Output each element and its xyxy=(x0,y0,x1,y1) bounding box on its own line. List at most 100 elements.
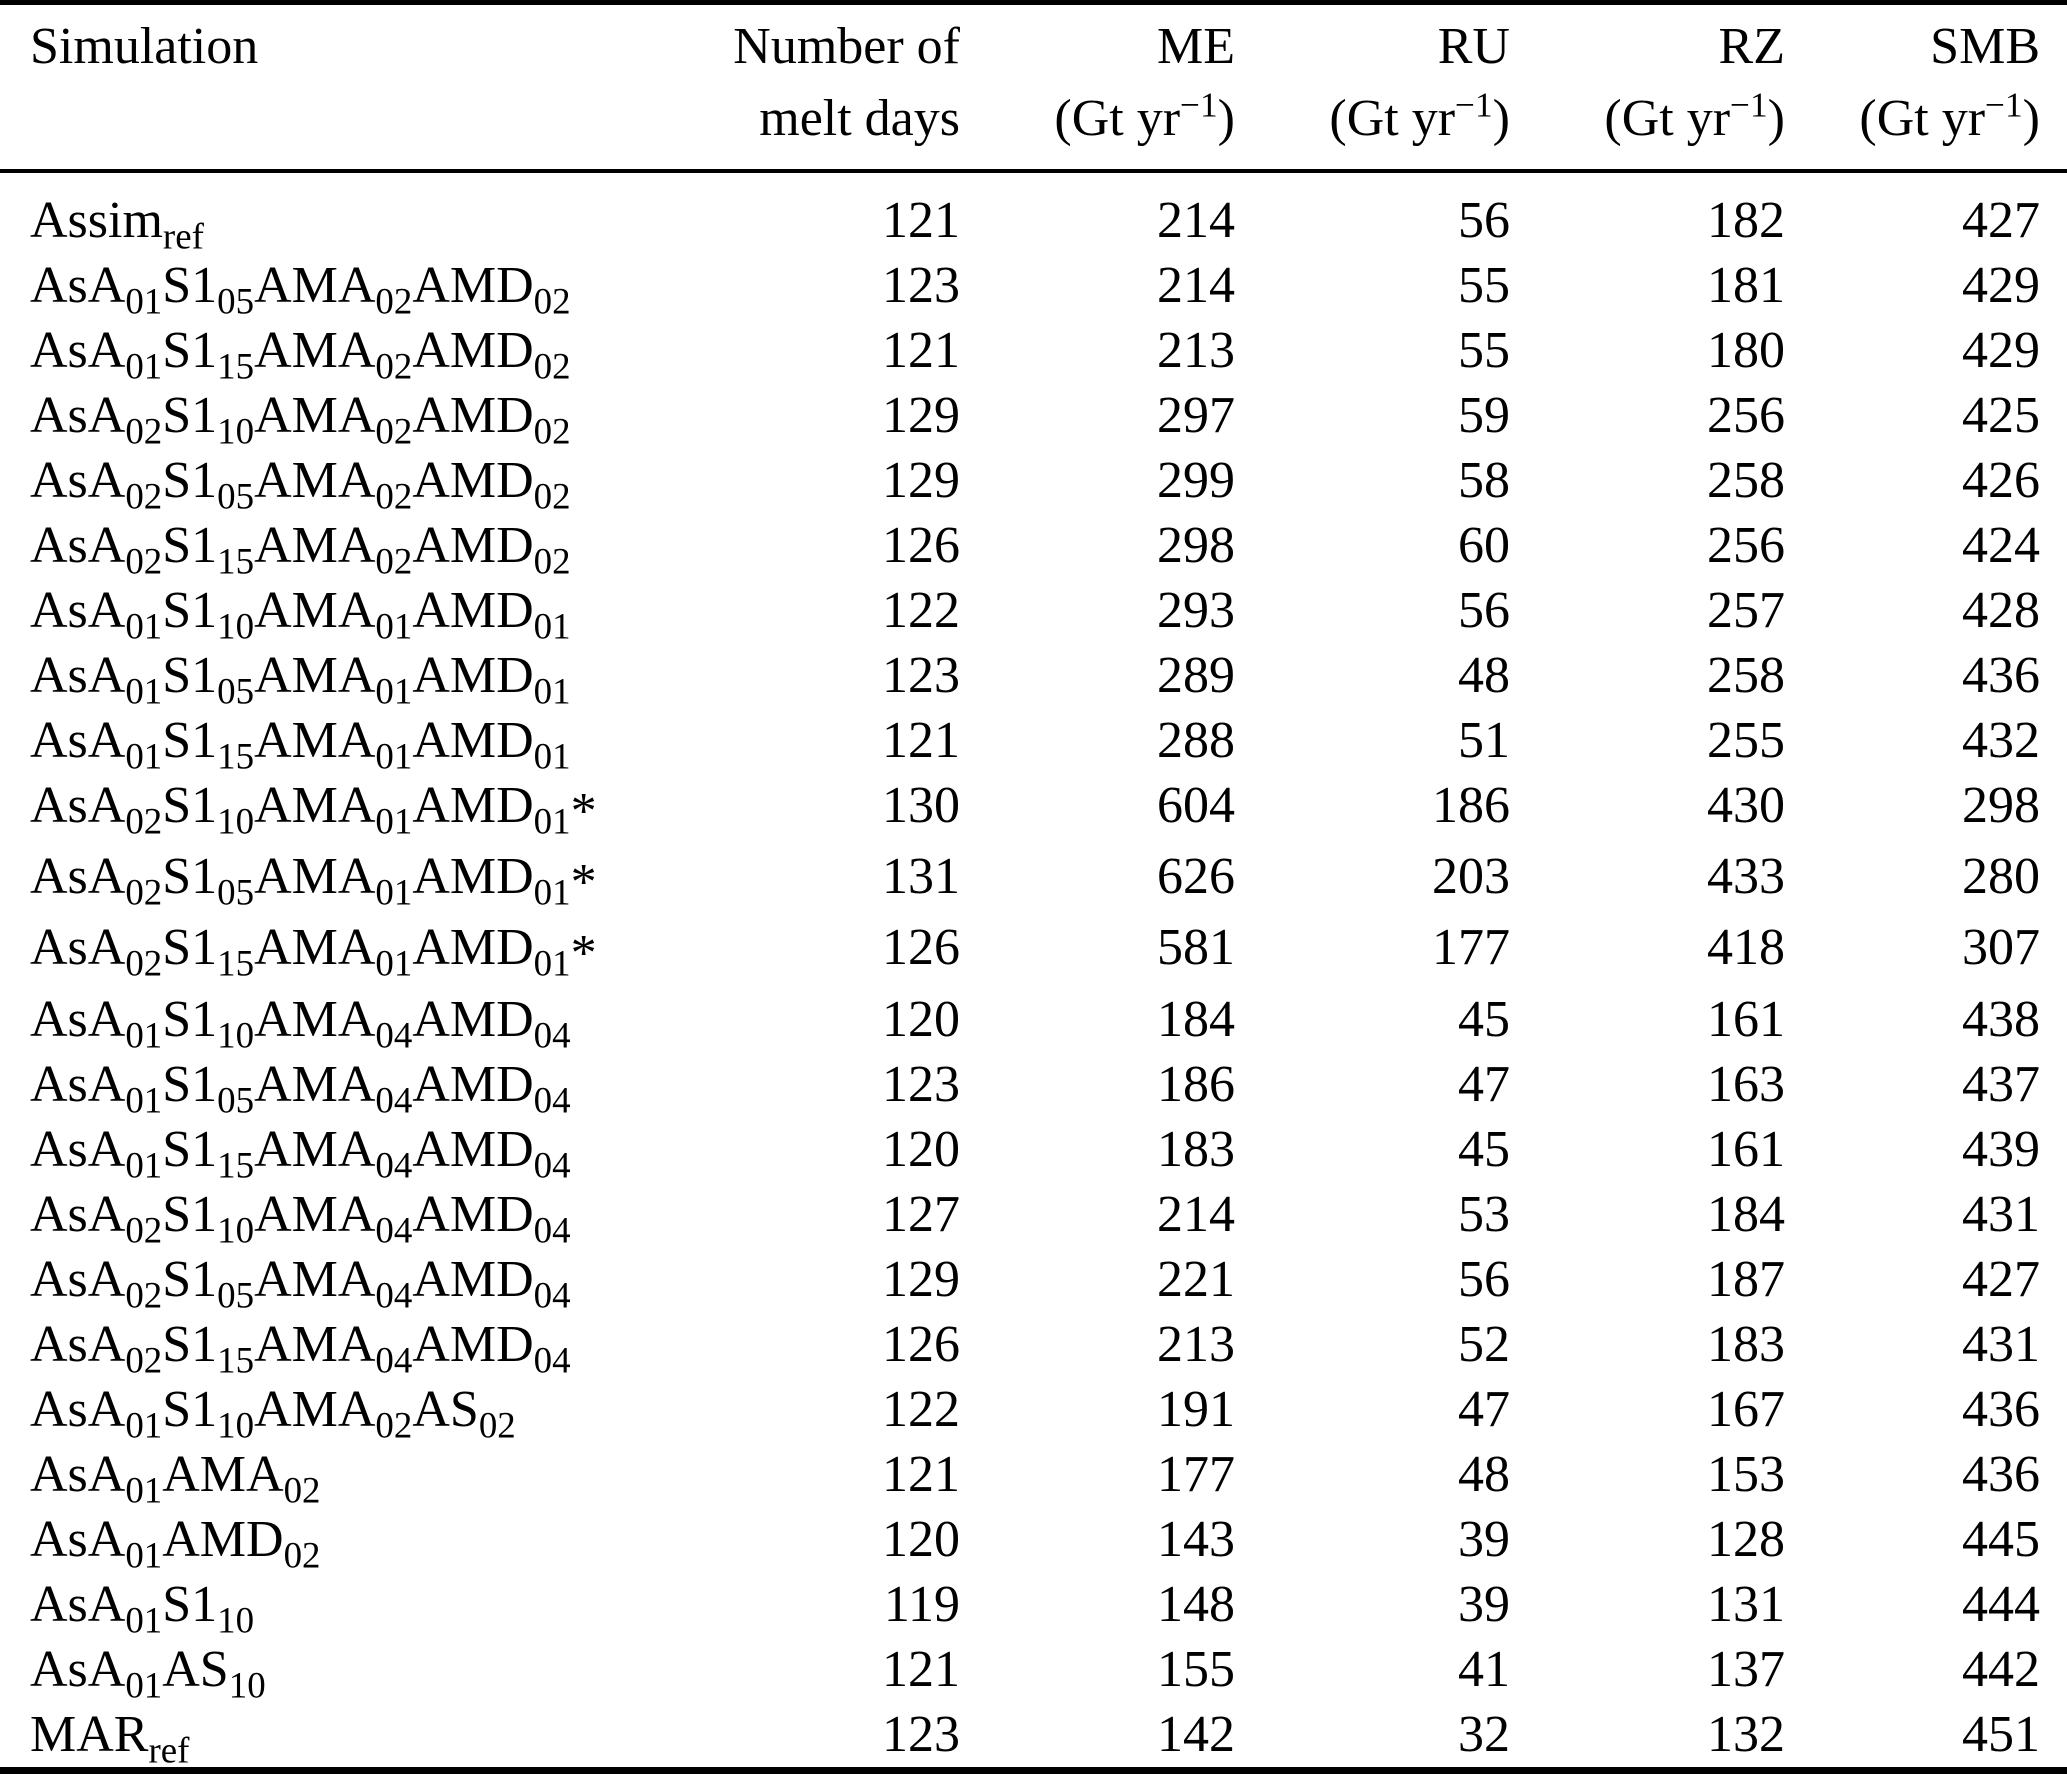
melt-days-cell: 119 xyxy=(883,1575,960,1633)
table-row: AsA01S110AMA01AMD01 122 293 56 257 428 xyxy=(0,578,2067,644)
table-row: AsA02S110AMA02AMD02 129 297 59 256 425 xyxy=(0,383,2067,449)
ru-cell: 60 xyxy=(1458,517,1510,574)
smb-cell: 436 xyxy=(1962,1380,2040,1438)
me-cell: 581 xyxy=(1157,919,1235,977)
table-row: AsA01S115AMA04AMD04 120 183 45 161 439 xyxy=(0,1117,2067,1183)
smb-cell: 427 xyxy=(1962,1250,2040,1308)
simulation-name-cell: AsA02S110AMA01AMD01* xyxy=(30,777,597,842)
smb-cell: 280 xyxy=(1962,848,2040,906)
rz-cell: 258 xyxy=(1707,452,1785,509)
simulation-name-cell: AsA01AMD02 xyxy=(30,1510,321,1576)
ru-cell: 39 xyxy=(1458,1575,1510,1633)
column-header-smb-unit: (Gt yr−1) xyxy=(1859,84,2040,147)
smb-cell: 438 xyxy=(1962,990,2040,1048)
smb-cell: 431 xyxy=(1962,1315,2040,1373)
simulation-name-cell: AsA01S105AMA02AMD02 xyxy=(30,257,571,322)
ru-cell: 48 xyxy=(1458,1445,1510,1503)
column-header-ru: RU (Gt yr−1) xyxy=(1235,3,1510,172)
rz-cell: 433 xyxy=(1707,848,1785,906)
table-row: AsA01S110AMA02AS02 122 191 47 167 436 xyxy=(0,1377,2067,1446)
rz-cell: 182 xyxy=(1707,192,1785,249)
table-row: AsA01S115AMA02AMD02 121 213 55 180 429 xyxy=(0,318,2067,384)
ru-cell: 45 xyxy=(1458,1120,1510,1178)
ru-cell: 56 xyxy=(1458,582,1510,639)
ru-cell: 56 xyxy=(1458,1250,1510,1308)
smb-cell: 436 xyxy=(1962,647,2040,704)
column-header-me: ME (Gt yr−1) xyxy=(960,3,1235,172)
simulation-name-cell: AsA01S110AMA02AS02 xyxy=(30,1380,516,1446)
rz-cell: 418 xyxy=(1707,919,1785,977)
me-cell: 288 xyxy=(1157,712,1235,769)
ru-cell: 55 xyxy=(1458,257,1510,314)
melt-days-cell: 129 xyxy=(882,387,960,444)
table-header: Simulation Number of melt days ME (Gt yr… xyxy=(0,3,2067,172)
melt-days-cell: 120 xyxy=(882,990,960,1048)
melt-days-cell: 129 xyxy=(882,1250,960,1308)
ru-cell: 41 xyxy=(1458,1640,1510,1698)
ru-cell: 53 xyxy=(1458,1185,1510,1243)
melt-days-cell: 122 xyxy=(882,1380,960,1438)
smb-cell: 307 xyxy=(1962,919,2040,977)
table-row: AsA02S105AMA01AMD01* 131 626 203 433 280 xyxy=(0,844,2067,915)
rz-cell: 180 xyxy=(1707,322,1785,379)
smb-cell: 444 xyxy=(1962,1575,2040,1633)
rz-cell: 256 xyxy=(1707,517,1785,574)
table-body: Assimref 121 214 56 182 427 AsA01S105AMA… xyxy=(0,171,2067,1770)
me-cell: 289 xyxy=(1157,647,1235,704)
table-row: AsA02S105AMA04AMD04 129 221 56 187 427 xyxy=(0,1247,2067,1313)
simulation-name-cell: AsA01S110AMA04AMD04 xyxy=(30,990,571,1056)
me-cell: 184 xyxy=(1157,990,1235,1048)
me-cell: 148 xyxy=(1157,1575,1235,1633)
simulation-name-cell: AsA02S115AMA04AMD04 xyxy=(30,1315,571,1381)
column-header-smb-label: SMB xyxy=(1930,18,2040,75)
table-row: AsA02S105AMA02AMD02 129 299 58 258 426 xyxy=(0,448,2067,517)
me-cell: 155 xyxy=(1157,1640,1235,1698)
ru-cell: 48 xyxy=(1458,647,1510,704)
smb-cell: 429 xyxy=(1962,257,2040,314)
rz-cell: 255 xyxy=(1707,712,1785,769)
column-header-rz-label: RZ xyxy=(1718,18,1785,75)
rz-cell: 258 xyxy=(1707,647,1785,704)
melt-days-cell: 121 xyxy=(882,1640,960,1698)
melt-days-cell: 130 xyxy=(882,777,960,834)
melt-days-cell: 126 xyxy=(882,919,960,977)
column-header-rz: RZ (Gt yr−1) xyxy=(1510,3,1785,172)
me-cell: 604 xyxy=(1157,777,1235,834)
table-row: AsA01S105AMA02AMD02 123 214 55 181 429 xyxy=(0,253,2067,322)
rz-cell: 137 xyxy=(1707,1640,1785,1698)
table-row: AsA02S110AMA01AMD01* 130 604 186 430 298 xyxy=(0,773,2067,844)
column-header-smb: SMB (Gt yr−1) xyxy=(1785,3,2067,172)
melt-days-cell: 121 xyxy=(882,192,960,249)
table-row: AsA02S115AMA02AMD02 126 298 60 256 424 xyxy=(0,513,2067,579)
simulation-name-cell: AsA02S115AMA01AMD01* xyxy=(30,919,597,984)
table-row: AsA01S105AMA04AMD04 123 186 47 163 437 xyxy=(0,1052,2067,1121)
ru-cell: 39 xyxy=(1458,1510,1510,1568)
me-cell: 214 xyxy=(1157,1185,1235,1243)
ru-cell: 52 xyxy=(1458,1315,1510,1373)
simulation-name-cell: AsA02S105AMA02AMD02 xyxy=(30,452,571,517)
smb-cell: 451 xyxy=(1962,1705,2040,1763)
me-cell: 214 xyxy=(1157,192,1235,249)
simulation-name-cell: AsA01S105AMA04AMD04 xyxy=(30,1055,571,1121)
me-cell: 177 xyxy=(1157,1445,1235,1503)
column-header-simulation-label: Simulation xyxy=(30,18,259,75)
melt-days-cell: 121 xyxy=(882,1445,960,1503)
simulation-name-cell: AsA01S105AMA01AMD01 xyxy=(30,647,571,712)
ru-cell: 186 xyxy=(1432,777,1510,834)
melt-days-cell: 131 xyxy=(882,848,960,906)
melt-days-cell: 127 xyxy=(882,1185,960,1243)
table-row: AsA02S110AMA04AMD04 127 214 53 184 431 xyxy=(0,1182,2067,1248)
rz-cell: 131 xyxy=(1707,1575,1785,1633)
smb-cell: 426 xyxy=(1962,452,2040,509)
melt-days-cell: 121 xyxy=(882,712,960,769)
column-header-simulation: Simulation xyxy=(0,3,620,172)
melt-days-cell: 123 xyxy=(882,257,960,314)
rz-cell: 256 xyxy=(1707,387,1785,444)
melt-days-cell: 123 xyxy=(882,647,960,704)
smb-cell: 424 xyxy=(1962,517,2040,574)
me-cell: 626 xyxy=(1157,848,1235,906)
ru-cell: 56 xyxy=(1458,192,1510,249)
rz-cell: 132 xyxy=(1707,1705,1785,1763)
me-cell: 213 xyxy=(1157,322,1235,379)
header-row: Simulation Number of melt days ME (Gt yr… xyxy=(0,3,2067,172)
